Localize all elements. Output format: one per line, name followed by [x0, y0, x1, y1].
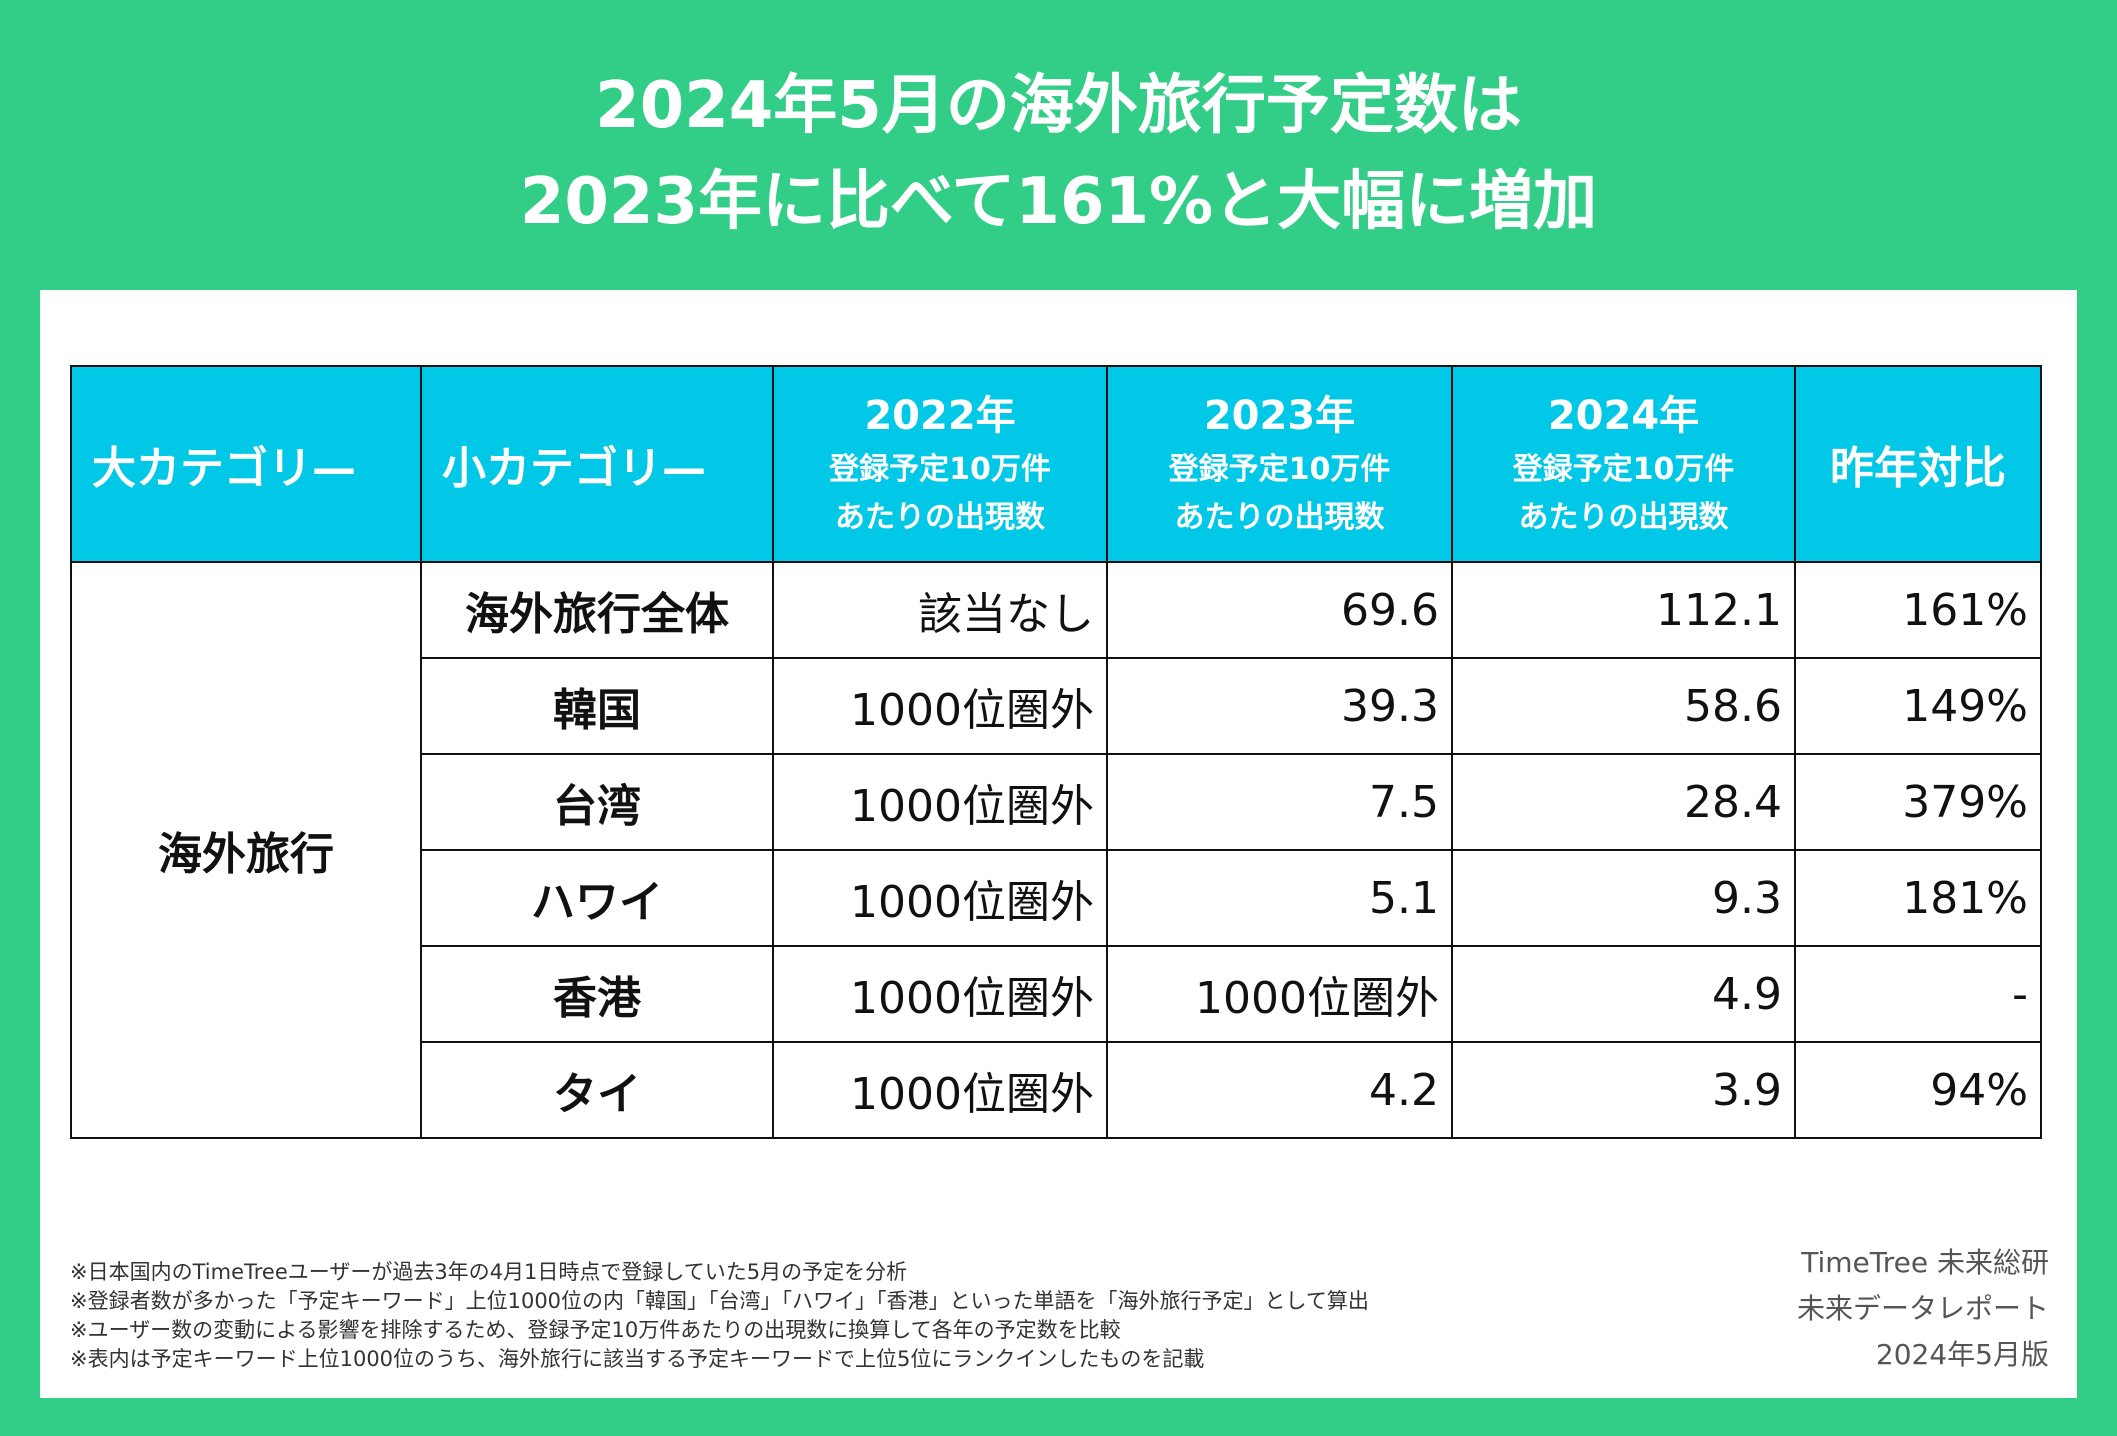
row-2023: 69.6 [1106, 561, 1453, 659]
row-2022: 1000位圏外 [772, 1041, 1108, 1139]
row-2022: 該当なし [772, 561, 1108, 659]
table-header-row: 大カテゴリ— 小カテゴリ— 2022年 登録予定10万件 あたりの出現数 202… [70, 365, 2042, 563]
header-yoy: 昨年対比 [1794, 365, 2042, 563]
row-2023: 1000位圏外 [1106, 945, 1453, 1043]
row-2023: 7.5 [1106, 753, 1453, 851]
row-yoy: 379% [1794, 753, 2042, 851]
page-title: 2024年5月の海外旅行予定数は 2023年に比べて161%と大幅に増加 [0, 58, 2117, 250]
header-2023: 2023年 登録予定10万件 あたりの出現数 [1106, 365, 1453, 563]
row-2024: 3.9 [1451, 1041, 1796, 1139]
title-line-2: 2023年に比べて161%と大幅に増加 [519, 165, 1598, 239]
title-line-1: 2024年5月の海外旅行予定数は [595, 69, 1522, 143]
row-name: 海外旅行全体 [420, 561, 774, 659]
row-2022: 1000位圏外 [772, 753, 1108, 851]
row-name: 香港 [420, 945, 774, 1043]
table-row: 韓国 1000位圏外 39.3 58.6 149% [71, 657, 2042, 755]
row-2024: 58.6 [1451, 657, 1796, 755]
credit: TimeTree 未来総研 未来データレポート 2024年5月版 [1649, 1240, 2049, 1378]
header-2022-sub2: あたりの出現数 [835, 500, 1045, 535]
row-name: 韓国 [420, 657, 774, 755]
row-name: ハワイ [420, 849, 774, 947]
row-2024: 9.3 [1451, 849, 1796, 947]
row-name: タイ [420, 1041, 774, 1139]
row-yoy: 161% [1794, 561, 2042, 659]
credit-line-3: 2024年5月版 [1875, 1338, 2049, 1371]
row-name: 台湾 [420, 753, 774, 851]
credit-line-1: TimeTree 未来総研 [1801, 1246, 2049, 1279]
header-2024: 2024年 登録予定10万件 あたりの出現数 [1451, 365, 1796, 563]
row-2023: 5.1 [1106, 849, 1453, 947]
footnote: ※日本国内のTimeTreeユーザーが過去3年の4月1日時点で登録していた5月の… [70, 1260, 908, 1284]
row-2022: 1000位圏外 [772, 945, 1108, 1043]
row-2024: 4.9 [1451, 945, 1796, 1043]
row-yoy: - [1794, 945, 2042, 1043]
header-major-category: 大カテゴリ— [70, 365, 422, 563]
header-2024-sub1: 登録予定10万件 [1512, 452, 1735, 487]
header-minor-category: 小カテゴリ— [420, 365, 774, 563]
header-2024-sub2: あたりの出現数 [1518, 500, 1729, 535]
row-yoy: 149% [1794, 657, 2042, 755]
header-2023-sub2: あたりの出現数 [1174, 500, 1385, 535]
row-2023: 4.2 [1106, 1041, 1453, 1139]
header-2022: 2022年 登録予定10万件 あたりの出現数 [772, 365, 1108, 563]
category-cell: 海外旅行 [70, 561, 422, 1139]
header-2024-year: 2024年 [1547, 393, 1700, 439]
table-row: タイ 1000位圏外 4.2 3.9 94% [71, 1041, 2042, 1139]
footnote: ※ユーザー数の変動による影響を排除するため、登録予定10万件あたりの出現数に換算… [70, 1318, 1121, 1342]
credit-line-2: 未来データレポート [1796, 1292, 2049, 1325]
header-2023-sub1: 登録予定10万件 [1168, 452, 1391, 487]
data-table: 大カテゴリ— 小カテゴリ— 2022年 登録予定10万件 あたりの出現数 202… [70, 365, 2042, 1139]
content-card: 大カテゴリ— 小カテゴリ— 2022年 登録予定10万件 あたりの出現数 202… [40, 290, 2077, 1398]
row-2022: 1000位圏外 [772, 657, 1108, 755]
row-2024: 28.4 [1451, 753, 1796, 851]
footnotes: ※日本国内のTimeTreeユーザーが過去3年の4月1日時点で登録していた5月の… [70, 1258, 1670, 1374]
row-yoy: 181% [1794, 849, 2042, 947]
table-row: 海外旅行 海外旅行全体 該当なし 69.6 112.1 161% [70, 561, 2042, 1139]
header-2022-year: 2022年 [864, 393, 1016, 439]
header-2022-sub1: 登録予定10万件 [829, 452, 1051, 487]
row-2024: 112.1 [1451, 561, 1796, 659]
row-yoy: 94% [1794, 1041, 2042, 1139]
table-row: 香港 1000位圏外 1000位圏外 4.9 - [71, 945, 2042, 1043]
header-2023-year: 2023年 [1203, 393, 1356, 439]
footnote: ※登録者数が多かった「予定キーワード」上位1000位の内「韓国」「台湾」「ハワイ… [70, 1289, 1369, 1313]
footnote: ※表内は予定キーワード上位1000位のうち、海外旅行に該当する予定キーワードで上… [70, 1347, 1205, 1371]
row-2022: 1000位圏外 [772, 849, 1108, 947]
table-row: 台湾 1000位圏外 7.5 28.4 379% [71, 753, 2042, 851]
row-2023: 39.3 [1106, 657, 1453, 755]
table-row: ハワイ 1000位圏外 5.1 9.3 181% [71, 849, 2042, 947]
